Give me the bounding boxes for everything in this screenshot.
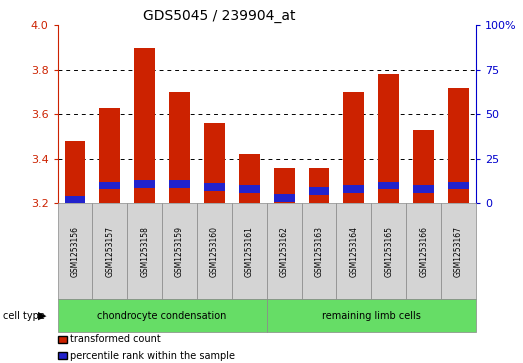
- Bar: [448, 182, 469, 189]
- Bar: [413, 130, 434, 203]
- Text: ▶: ▶: [38, 311, 46, 321]
- Bar: [413, 185, 434, 193]
- Bar: [309, 187, 329, 195]
- Text: percentile rank within the sample: percentile rank within the sample: [70, 351, 234, 361]
- Text: GSM1253166: GSM1253166: [419, 226, 428, 277]
- Bar: [344, 92, 365, 203]
- Bar: [274, 194, 294, 202]
- Text: GSM1253164: GSM1253164: [349, 226, 358, 277]
- Bar: [204, 183, 225, 191]
- Text: remaining limb cells: remaining limb cells: [322, 311, 421, 321]
- Bar: [239, 154, 260, 203]
- Bar: [378, 74, 399, 203]
- Text: GSM1253159: GSM1253159: [175, 226, 184, 277]
- Bar: [169, 92, 190, 203]
- Text: cell type: cell type: [3, 311, 44, 321]
- Bar: [134, 48, 155, 203]
- Text: GSM1253167: GSM1253167: [454, 226, 463, 277]
- Bar: [378, 182, 399, 189]
- Text: GSM1253163: GSM1253163: [314, 226, 324, 277]
- Bar: [64, 141, 85, 203]
- Text: GSM1253165: GSM1253165: [384, 226, 393, 277]
- Text: GSM1253156: GSM1253156: [71, 226, 79, 277]
- Text: GDS5045 / 239904_at: GDS5045 / 239904_at: [143, 9, 296, 23]
- Bar: [274, 168, 294, 203]
- Text: GSM1253161: GSM1253161: [245, 226, 254, 277]
- Text: GSM1253160: GSM1253160: [210, 226, 219, 277]
- Bar: [64, 196, 85, 204]
- Bar: [169, 180, 190, 188]
- Bar: [309, 168, 329, 203]
- Bar: [99, 182, 120, 189]
- Bar: [448, 87, 469, 203]
- Text: chondrocyte condensation: chondrocyte condensation: [97, 311, 227, 321]
- Bar: [344, 185, 365, 193]
- Text: GSM1253162: GSM1253162: [280, 226, 289, 277]
- Text: GSM1253158: GSM1253158: [140, 226, 149, 277]
- Bar: [99, 108, 120, 203]
- Bar: [134, 180, 155, 188]
- Bar: [239, 185, 260, 193]
- Text: GSM1253157: GSM1253157: [105, 226, 115, 277]
- Text: transformed count: transformed count: [70, 334, 161, 344]
- Bar: [204, 123, 225, 203]
